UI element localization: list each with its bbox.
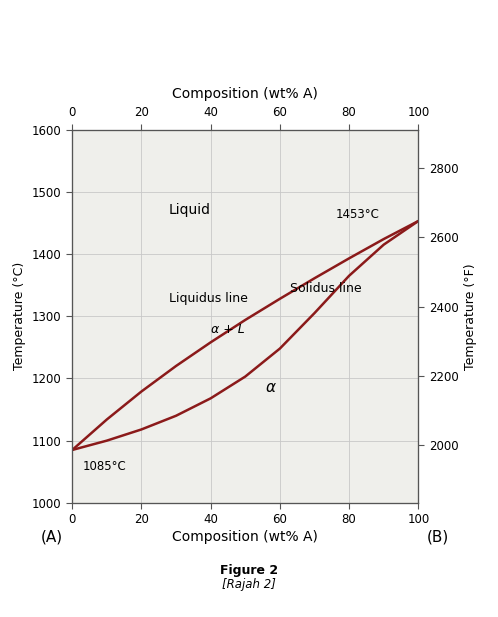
Y-axis label: Temperature (°C): Temperature (°C) xyxy=(13,262,26,370)
Text: α + L: α + L xyxy=(211,323,245,336)
Text: Solidus line: Solidus line xyxy=(290,282,362,295)
Text: 1085°C: 1085°C xyxy=(83,460,126,473)
Text: Liquidus line: Liquidus line xyxy=(169,292,248,305)
Text: (A): (A) xyxy=(41,529,63,544)
Text: Composition (wt% A): Composition (wt% A) xyxy=(172,530,318,544)
Y-axis label: Temperature (°F): Temperature (°F) xyxy=(464,263,477,370)
X-axis label: Composition (wt% A): Composition (wt% A) xyxy=(172,87,318,101)
Text: 1453°C: 1453°C xyxy=(335,209,379,222)
Text: Liquid: Liquid xyxy=(169,204,211,217)
Text: α: α xyxy=(266,380,276,395)
Text: (B): (B) xyxy=(427,529,449,544)
Text: Figure 2: Figure 2 xyxy=(220,564,278,578)
Text: [Rajah 2]: [Rajah 2] xyxy=(222,578,276,591)
